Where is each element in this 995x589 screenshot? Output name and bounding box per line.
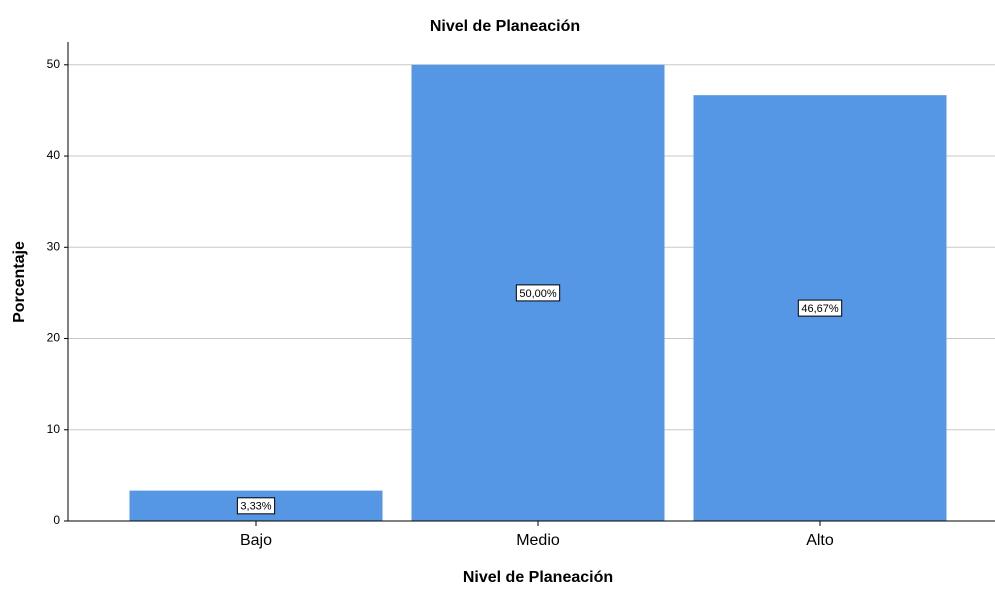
x-tick-label: Bajo [240, 532, 272, 549]
value-label-box [515, 284, 561, 302]
chart-title: Nivel de Planeación [430, 18, 580, 35]
value-label-box [797, 299, 843, 317]
y-tick-label: 30 [47, 239, 61, 253]
x-tick-label: Medio [516, 532, 560, 549]
y-tick-label: 40 [47, 148, 61, 162]
x-axis-label: Nivel de Planeación [463, 569, 613, 586]
y-tick-label: 10 [47, 422, 61, 436]
y-tick-label: 0 [53, 513, 60, 527]
value-label: 3,33% [240, 501, 271, 513]
value-label: 46,67% [801, 303, 839, 315]
value-label: 50,00% [519, 288, 557, 300]
value-label-box [236, 497, 276, 515]
x-tick-label: Alto [806, 532, 834, 549]
y-tick-label: 50 [47, 57, 61, 71]
y-tick-label: 20 [47, 331, 61, 345]
y-axis-label: Porcentaje [11, 241, 28, 323]
